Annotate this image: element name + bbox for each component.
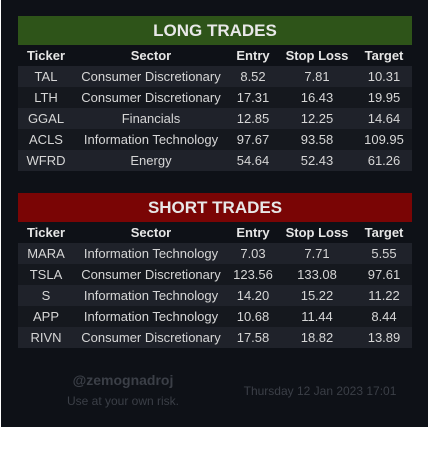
long-trades-table: Ticker Sector Entry Stop Loss Target TAL…: [18, 45, 412, 171]
cell-sector: Consumer Discretionary: [74, 87, 228, 108]
table-row: GGAL Financials 12.85 12.25 14.64: [18, 108, 412, 129]
cell-ticker: WFRD: [18, 150, 74, 171]
cell-target: 61.26: [356, 150, 412, 171]
cell-target: 5.55: [356, 243, 412, 264]
timestamp: Thursday 12 Jan 2023 17:01: [243, 384, 397, 398]
cell-target: 10.31: [356, 66, 412, 87]
cell-ticker: ACLS: [18, 129, 74, 150]
cell-target: 13.89: [356, 327, 412, 348]
cell-target: 14.64: [356, 108, 412, 129]
table-row: WFRD Energy 54.64 52.43 61.26: [18, 150, 412, 171]
cell-stop-loss: 7.81: [278, 66, 356, 87]
cell-entry: 17.58: [228, 327, 278, 348]
cell-sector: Consumer Discretionary: [74, 264, 228, 285]
cell-ticker: RIVN: [18, 327, 74, 348]
cell-sector: Energy: [74, 150, 228, 171]
cell-target: 19.95: [356, 87, 412, 108]
cell-entry: 10.68: [228, 306, 278, 327]
cell-ticker: LTH: [18, 87, 74, 108]
cell-target: 97.61: [356, 264, 412, 285]
cell-sector: Financials: [74, 108, 228, 129]
column-header-entry: Entry: [236, 225, 270, 240]
trades-panel: LONG TRADES Ticker Sector Entry Stop Los…: [1, 0, 428, 427]
cell-ticker: TAL: [18, 66, 74, 87]
cell-sector: Information Technology: [74, 285, 228, 306]
table-row: APP Information Technology 10.68 11.44 8.44: [18, 306, 412, 327]
column-header-stop-loss: Stop Loss: [285, 225, 349, 240]
author-handle: @zemognadroj: [72, 372, 174, 388]
long-trades-body: TAL Consumer Discretionary 8.52 7.81 10.31 LT…: [18, 66, 412, 171]
table-row: TAL Consumer Discretionary 8.52 7.81 10.31: [18, 66, 412, 87]
cell-entry: 17.31: [228, 87, 278, 108]
table-row: TSLA Consumer Discretionary 123.56 133.08 97…: [18, 264, 412, 285]
disclaimer: Use at your own risk.: [66, 394, 180, 408]
cell-stop-loss: 52.43: [278, 150, 356, 171]
cell-ticker: S: [18, 285, 74, 306]
column-header-sector: Sector: [130, 48, 172, 63]
cell-sector: Consumer Discretionary: [74, 327, 228, 348]
cell-entry: 14.20: [228, 285, 278, 306]
cell-stop-loss: 133.08: [278, 264, 356, 285]
column-header-target: Target: [364, 225, 404, 240]
cell-sector: Consumer Discretionary: [74, 66, 228, 87]
short-trades-title: SHORT TRADES: [18, 193, 412, 222]
table-row: MARA Information Technology 7.03 7.71 5.55: [18, 243, 412, 264]
cell-sector: Information Technology: [74, 243, 228, 264]
cell-entry: 8.52: [228, 66, 278, 87]
cell-stop-loss: 7.71: [278, 243, 356, 264]
cell-stop-loss: 15.22: [278, 285, 356, 306]
table-row: RIVN Consumer Discretionary 17.58 18.82 13.8…: [18, 327, 412, 348]
cell-ticker: APP: [18, 306, 74, 327]
cell-sector: Information Technology: [74, 306, 228, 327]
cell-stop-loss: 11.44: [278, 306, 356, 327]
cell-entry: 7.03: [228, 243, 278, 264]
cell-stop-loss: 18.82: [278, 327, 356, 348]
cell-target: 109.95: [356, 129, 412, 150]
column-header-entry: Entry: [236, 48, 270, 63]
long-trades-title: LONG TRADES: [18, 16, 412, 45]
cell-sector: Information Technology: [74, 129, 228, 150]
column-header-ticker: Ticker: [26, 48, 66, 63]
cell-ticker: TSLA: [18, 264, 74, 285]
cell-stop-loss: 93.58: [278, 129, 356, 150]
table-row: ACLS Information Technology 97.67 93.58 109.…: [18, 129, 412, 150]
cell-ticker: GGAL: [18, 108, 74, 129]
short-trades-table: Ticker Sector Entry Stop Loss Target MAR…: [18, 222, 412, 348]
table-row: LTH Consumer Discretionary 17.31 16.43 19.95: [18, 87, 412, 108]
column-header-sector: Sector: [130, 225, 172, 240]
cell-stop-loss: 16.43: [278, 87, 356, 108]
cell-entry: 97.67: [228, 129, 278, 150]
table-row: S Information Technology 14.20 15.22 11.22: [18, 285, 412, 306]
cell-ticker: MARA: [18, 243, 74, 264]
cell-target: 11.22: [356, 285, 412, 306]
cell-entry: 123.56: [228, 264, 278, 285]
short-trades-section: SHORT TRADES Ticker Sector Entry Stop Lo…: [18, 193, 412, 348]
cell-stop-loss: 12.25: [278, 108, 356, 129]
table-header-row: Ticker Sector Entry Stop Loss Target: [18, 222, 412, 243]
long-trades-section: LONG TRADES Ticker Sector Entry Stop Los…: [18, 16, 412, 171]
cell-entry: 12.85: [228, 108, 278, 129]
cell-entry: 54.64: [228, 150, 278, 171]
table-header-row: Ticker Sector Entry Stop Loss Target: [18, 45, 412, 66]
cell-target: 8.44: [356, 306, 412, 327]
column-header-target: Target: [364, 48, 404, 63]
column-header-ticker: Ticker: [26, 225, 66, 240]
column-header-stop-loss: Stop Loss: [285, 48, 349, 63]
short-trades-body: MARA Information Technology 7.03 7.71 5.55 TS…: [18, 243, 412, 348]
